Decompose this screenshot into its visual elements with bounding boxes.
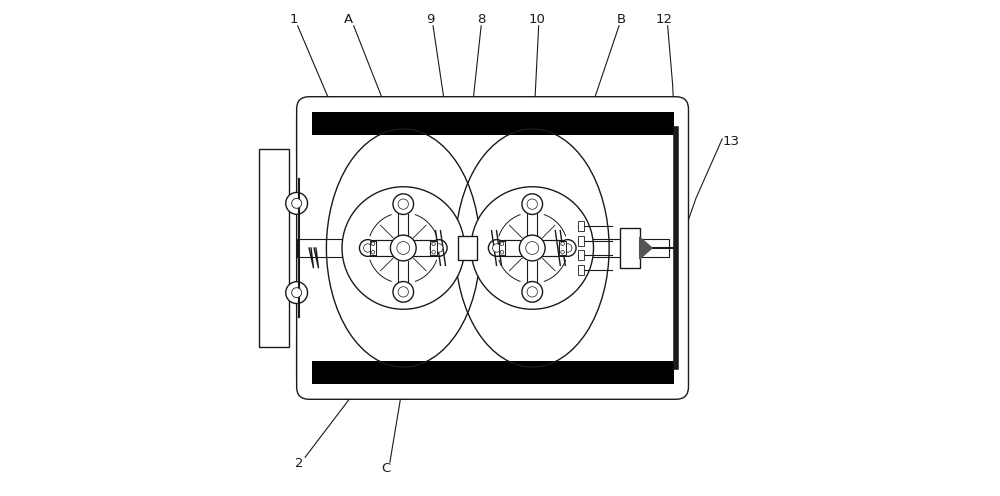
FancyBboxPatch shape: [297, 325, 629, 392]
Circle shape: [371, 242, 375, 246]
Circle shape: [371, 250, 375, 254]
Circle shape: [286, 192, 308, 214]
Circle shape: [493, 244, 501, 252]
Text: 10: 10: [529, 13, 546, 26]
Circle shape: [527, 199, 537, 209]
Circle shape: [500, 250, 504, 254]
Bar: [458, 236, 477, 260]
Circle shape: [342, 187, 465, 310]
Circle shape: [522, 194, 543, 214]
Circle shape: [527, 287, 537, 297]
Bar: [499, 240, 566, 256]
Bar: [559, 241, 566, 255]
Bar: [578, 250, 584, 260]
Circle shape: [522, 282, 543, 302]
Circle shape: [393, 282, 414, 302]
Bar: [430, 241, 437, 255]
Bar: [312, 361, 674, 384]
Bar: [297, 239, 669, 257]
Circle shape: [393, 194, 414, 214]
Circle shape: [500, 242, 504, 246]
Circle shape: [364, 244, 372, 252]
Text: 2: 2: [295, 457, 303, 470]
Circle shape: [398, 199, 408, 209]
Text: 13: 13: [722, 135, 739, 148]
Bar: [370, 241, 376, 255]
Circle shape: [430, 240, 447, 256]
Text: A: A: [344, 13, 353, 26]
Text: 挤出芯模示意: 挤出芯模示意: [269, 230, 279, 266]
Text: B: B: [617, 13, 626, 26]
Circle shape: [292, 198, 302, 208]
Polygon shape: [640, 237, 652, 259]
Text: 牵引带示意: 牵引带示意: [442, 130, 484, 145]
Circle shape: [432, 242, 435, 246]
Circle shape: [519, 235, 545, 261]
Text: 9: 9: [426, 13, 435, 26]
Text: 1: 1: [290, 13, 298, 26]
Bar: [370, 240, 437, 256]
Bar: [499, 241, 505, 255]
Bar: [312, 112, 674, 135]
Circle shape: [435, 244, 443, 252]
Circle shape: [561, 242, 564, 246]
Bar: [578, 221, 584, 231]
Circle shape: [488, 240, 505, 256]
Circle shape: [292, 288, 302, 298]
FancyBboxPatch shape: [297, 104, 629, 171]
Circle shape: [471, 187, 593, 310]
FancyBboxPatch shape: [297, 97, 688, 399]
Circle shape: [398, 287, 408, 297]
Text: 牵引带示意: 牵引带示意: [442, 351, 484, 366]
Circle shape: [559, 240, 576, 256]
Circle shape: [397, 242, 410, 254]
Circle shape: [564, 244, 572, 252]
Bar: [578, 236, 584, 246]
Circle shape: [286, 282, 308, 304]
Text: 12: 12: [655, 13, 672, 26]
Circle shape: [432, 250, 435, 254]
Circle shape: [390, 235, 416, 261]
Text: 8: 8: [477, 13, 485, 26]
Circle shape: [359, 240, 376, 256]
Bar: [620, 228, 640, 268]
Bar: [259, 149, 289, 347]
Bar: [578, 265, 584, 275]
Circle shape: [561, 250, 564, 254]
Text: C: C: [381, 462, 391, 475]
Circle shape: [526, 242, 539, 254]
